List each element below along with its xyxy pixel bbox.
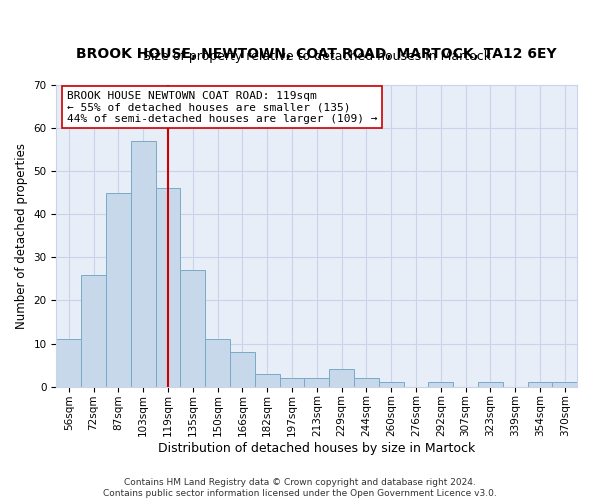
Bar (56, 339, 81, 386)
Bar (230, 352, 255, 386)
Text: Contains HM Land Registry data © Crown copyright and database right 2024.
Contai: Contains HM Land Registry data © Crown c… (103, 478, 497, 498)
Text: BROOK HOUSE NEWTOWN COAT ROAD: 119sqm
← 55% of detached houses are smaller (135): BROOK HOUSE NEWTOWN COAT ROAD: 119sqm ← … (67, 91, 377, 124)
Bar (280, 378, 304, 386)
Bar (304, 378, 329, 386)
Bar (131, 141, 155, 386)
Bar (329, 370, 354, 386)
Title: Size of property relative to detached houses in Martock: Size of property relative to detached ho… (143, 50, 491, 63)
Bar (205, 339, 230, 386)
Bar (106, 192, 131, 386)
Bar (81, 274, 106, 386)
Bar (527, 382, 553, 386)
Bar (181, 270, 205, 386)
Bar (354, 378, 379, 386)
Bar (553, 382, 577, 386)
X-axis label: Distribution of detached houses by size in Martock: Distribution of detached houses by size … (158, 442, 475, 455)
Text: BROOK HOUSE, NEWTOWN, COAT ROAD, MARTOCK, TA12 6EY: BROOK HOUSE, NEWTOWN, COAT ROAD, MARTOCK… (76, 46, 557, 60)
Bar (155, 188, 181, 386)
Bar (478, 382, 503, 386)
Y-axis label: Number of detached properties: Number of detached properties (15, 142, 28, 328)
Bar (255, 374, 280, 386)
Bar (428, 382, 453, 386)
Bar (379, 382, 404, 386)
